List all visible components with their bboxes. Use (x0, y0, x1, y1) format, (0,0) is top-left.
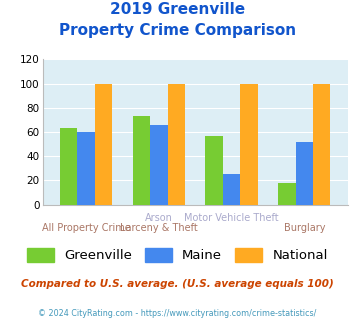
Bar (133, 116, 150, 205)
Text: © 2024 CityRating.com - https://www.cityrating.com/crime-statistics/: © 2024 CityRating.com - https://www.city… (38, 309, 317, 317)
Bar (95, 83, 113, 205)
Text: Burglary: Burglary (284, 223, 325, 233)
Legend: Greenville, Maine, National: Greenville, Maine, National (22, 243, 333, 268)
Bar (77, 132, 95, 205)
Bar (240, 83, 258, 205)
Bar (150, 125, 168, 205)
Bar (296, 142, 313, 205)
Bar (278, 183, 296, 205)
Text: Motor Vehicle Theft: Motor Vehicle Theft (184, 213, 279, 223)
Text: Property Crime Comparison: Property Crime Comparison (59, 23, 296, 38)
Text: All Property Crime: All Property Crime (42, 223, 131, 233)
Text: 2019 Greenville: 2019 Greenville (110, 2, 245, 16)
Text: Arson: Arson (145, 213, 173, 223)
Bar (313, 83, 331, 205)
Bar (60, 128, 77, 205)
Text: Compared to U.S. average. (U.S. average equals 100): Compared to U.S. average. (U.S. average … (21, 279, 334, 289)
Bar (168, 83, 185, 205)
Bar (206, 136, 223, 205)
Bar (223, 174, 240, 205)
Text: Larceny & Theft: Larceny & Theft (120, 223, 198, 233)
